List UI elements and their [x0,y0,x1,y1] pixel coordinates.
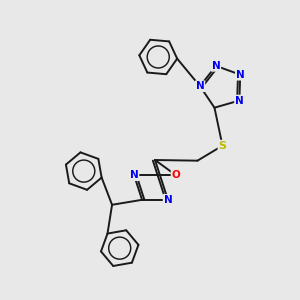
Text: N: N [196,81,204,91]
Text: N: N [235,95,244,106]
Text: N: N [130,170,139,180]
Text: N: N [164,195,172,205]
Text: S: S [218,141,226,151]
Text: N: N [212,61,220,71]
Text: O: O [172,170,180,180]
Text: N: N [236,70,244,80]
